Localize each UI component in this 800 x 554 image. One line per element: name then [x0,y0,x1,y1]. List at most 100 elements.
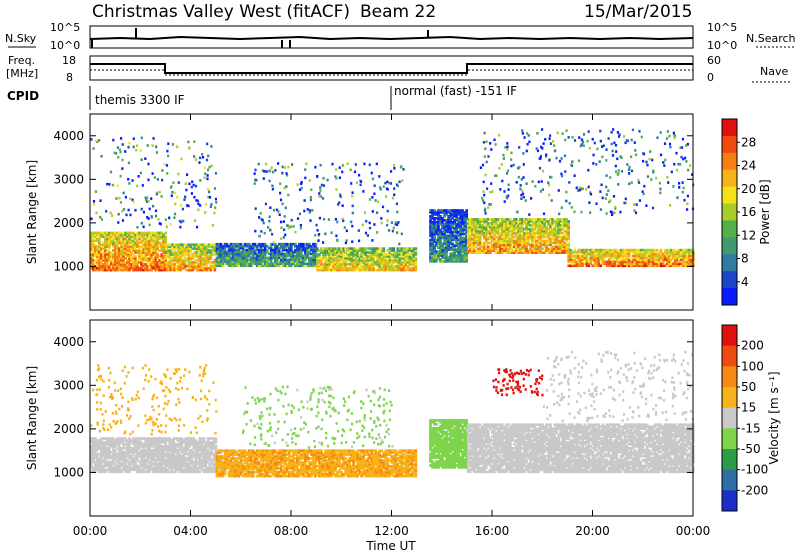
power-cell [683,198,686,202]
power-cell [330,247,333,250]
power-cell [96,140,99,143]
power-cell [527,231,530,235]
power-cell [507,218,510,221]
power-cell [368,247,371,250]
power-cell [491,229,494,233]
power-cell [684,250,687,254]
power-cell [637,178,640,182]
power-cell [118,268,121,272]
power-cell [433,254,436,257]
power-cell [374,268,377,272]
power-cell [193,219,197,222]
power-cell [433,246,436,249]
power-cell [455,240,458,244]
power-cell [144,255,147,258]
power-cell [603,262,607,266]
power-cell [298,262,301,266]
power-cell [630,181,633,184]
power-cell [468,224,472,227]
power-cell [688,262,691,266]
power-cell [573,174,576,177]
power-cell [270,166,273,170]
power-cell [483,220,486,223]
power-cell [663,248,667,252]
power-cell [353,170,357,174]
power-cell [169,257,172,260]
power-cell [431,209,434,212]
power-cell [124,195,127,199]
velocity-cell [128,456,131,460]
power-cell [171,263,174,266]
power-cell [523,227,526,231]
power-cell [599,208,602,211]
velocity-cell [108,466,111,470]
velocity-cell [128,441,131,444]
power-cell [525,229,528,233]
power-cell [299,226,302,230]
power-cell [443,234,446,238]
power-cell [531,218,534,221]
power-cell [122,237,125,241]
power-cell [263,231,266,235]
velocity-cell [122,460,125,464]
power-cell [470,227,474,231]
power-cell [298,244,301,248]
power-cell [286,258,289,262]
velocity-cell [126,464,129,468]
power-cell [362,249,365,252]
power-cell [507,249,510,253]
power-cell [541,235,544,239]
power-cell [378,264,381,268]
power-cell [308,264,311,268]
velocity-cell [102,450,105,454]
power-cell [390,221,394,224]
power-cell [249,256,253,260]
power-cell [360,264,363,268]
power-cell [173,255,176,258]
power-cell [589,252,593,256]
power-cell [495,243,498,247]
power-cell [199,243,203,246]
power-cell [507,251,510,254]
power-cell [669,254,673,258]
power-cell [465,228,468,232]
power-cell [211,264,215,268]
power-cell [396,268,400,272]
power-cell [642,159,645,163]
power-cell [443,240,446,244]
power-cell [144,259,147,262]
power-cell [525,251,528,254]
power-cell [173,212,177,216]
power-cell [614,205,617,209]
power-cell [465,248,468,251]
power-cell [286,262,289,266]
power-cell [557,218,560,221]
power-cell [354,264,357,268]
power-cell [489,203,492,206]
power-cell [522,176,525,179]
power-cell [306,246,309,250]
power-cell [561,225,564,229]
power-cell [350,266,353,270]
power-cell [358,263,361,266]
power-cell [639,250,643,254]
power-cell [441,209,444,212]
power-cell [229,252,233,256]
power-cell [495,251,498,254]
power-cell [178,219,181,223]
power-cell [491,227,494,231]
power-cell [179,261,182,264]
power-cell [205,259,209,262]
power-cell [453,215,456,218]
power-cell [138,255,141,258]
power-cell [275,208,279,212]
power-cell [206,174,209,177]
power-cell [215,242,219,246]
power-cell [686,142,689,146]
power-cell [517,245,520,249]
power-cell [643,250,647,254]
power-cell [221,248,225,252]
power-cell [445,224,448,228]
power-cell [148,259,151,262]
power-cell [346,268,349,272]
